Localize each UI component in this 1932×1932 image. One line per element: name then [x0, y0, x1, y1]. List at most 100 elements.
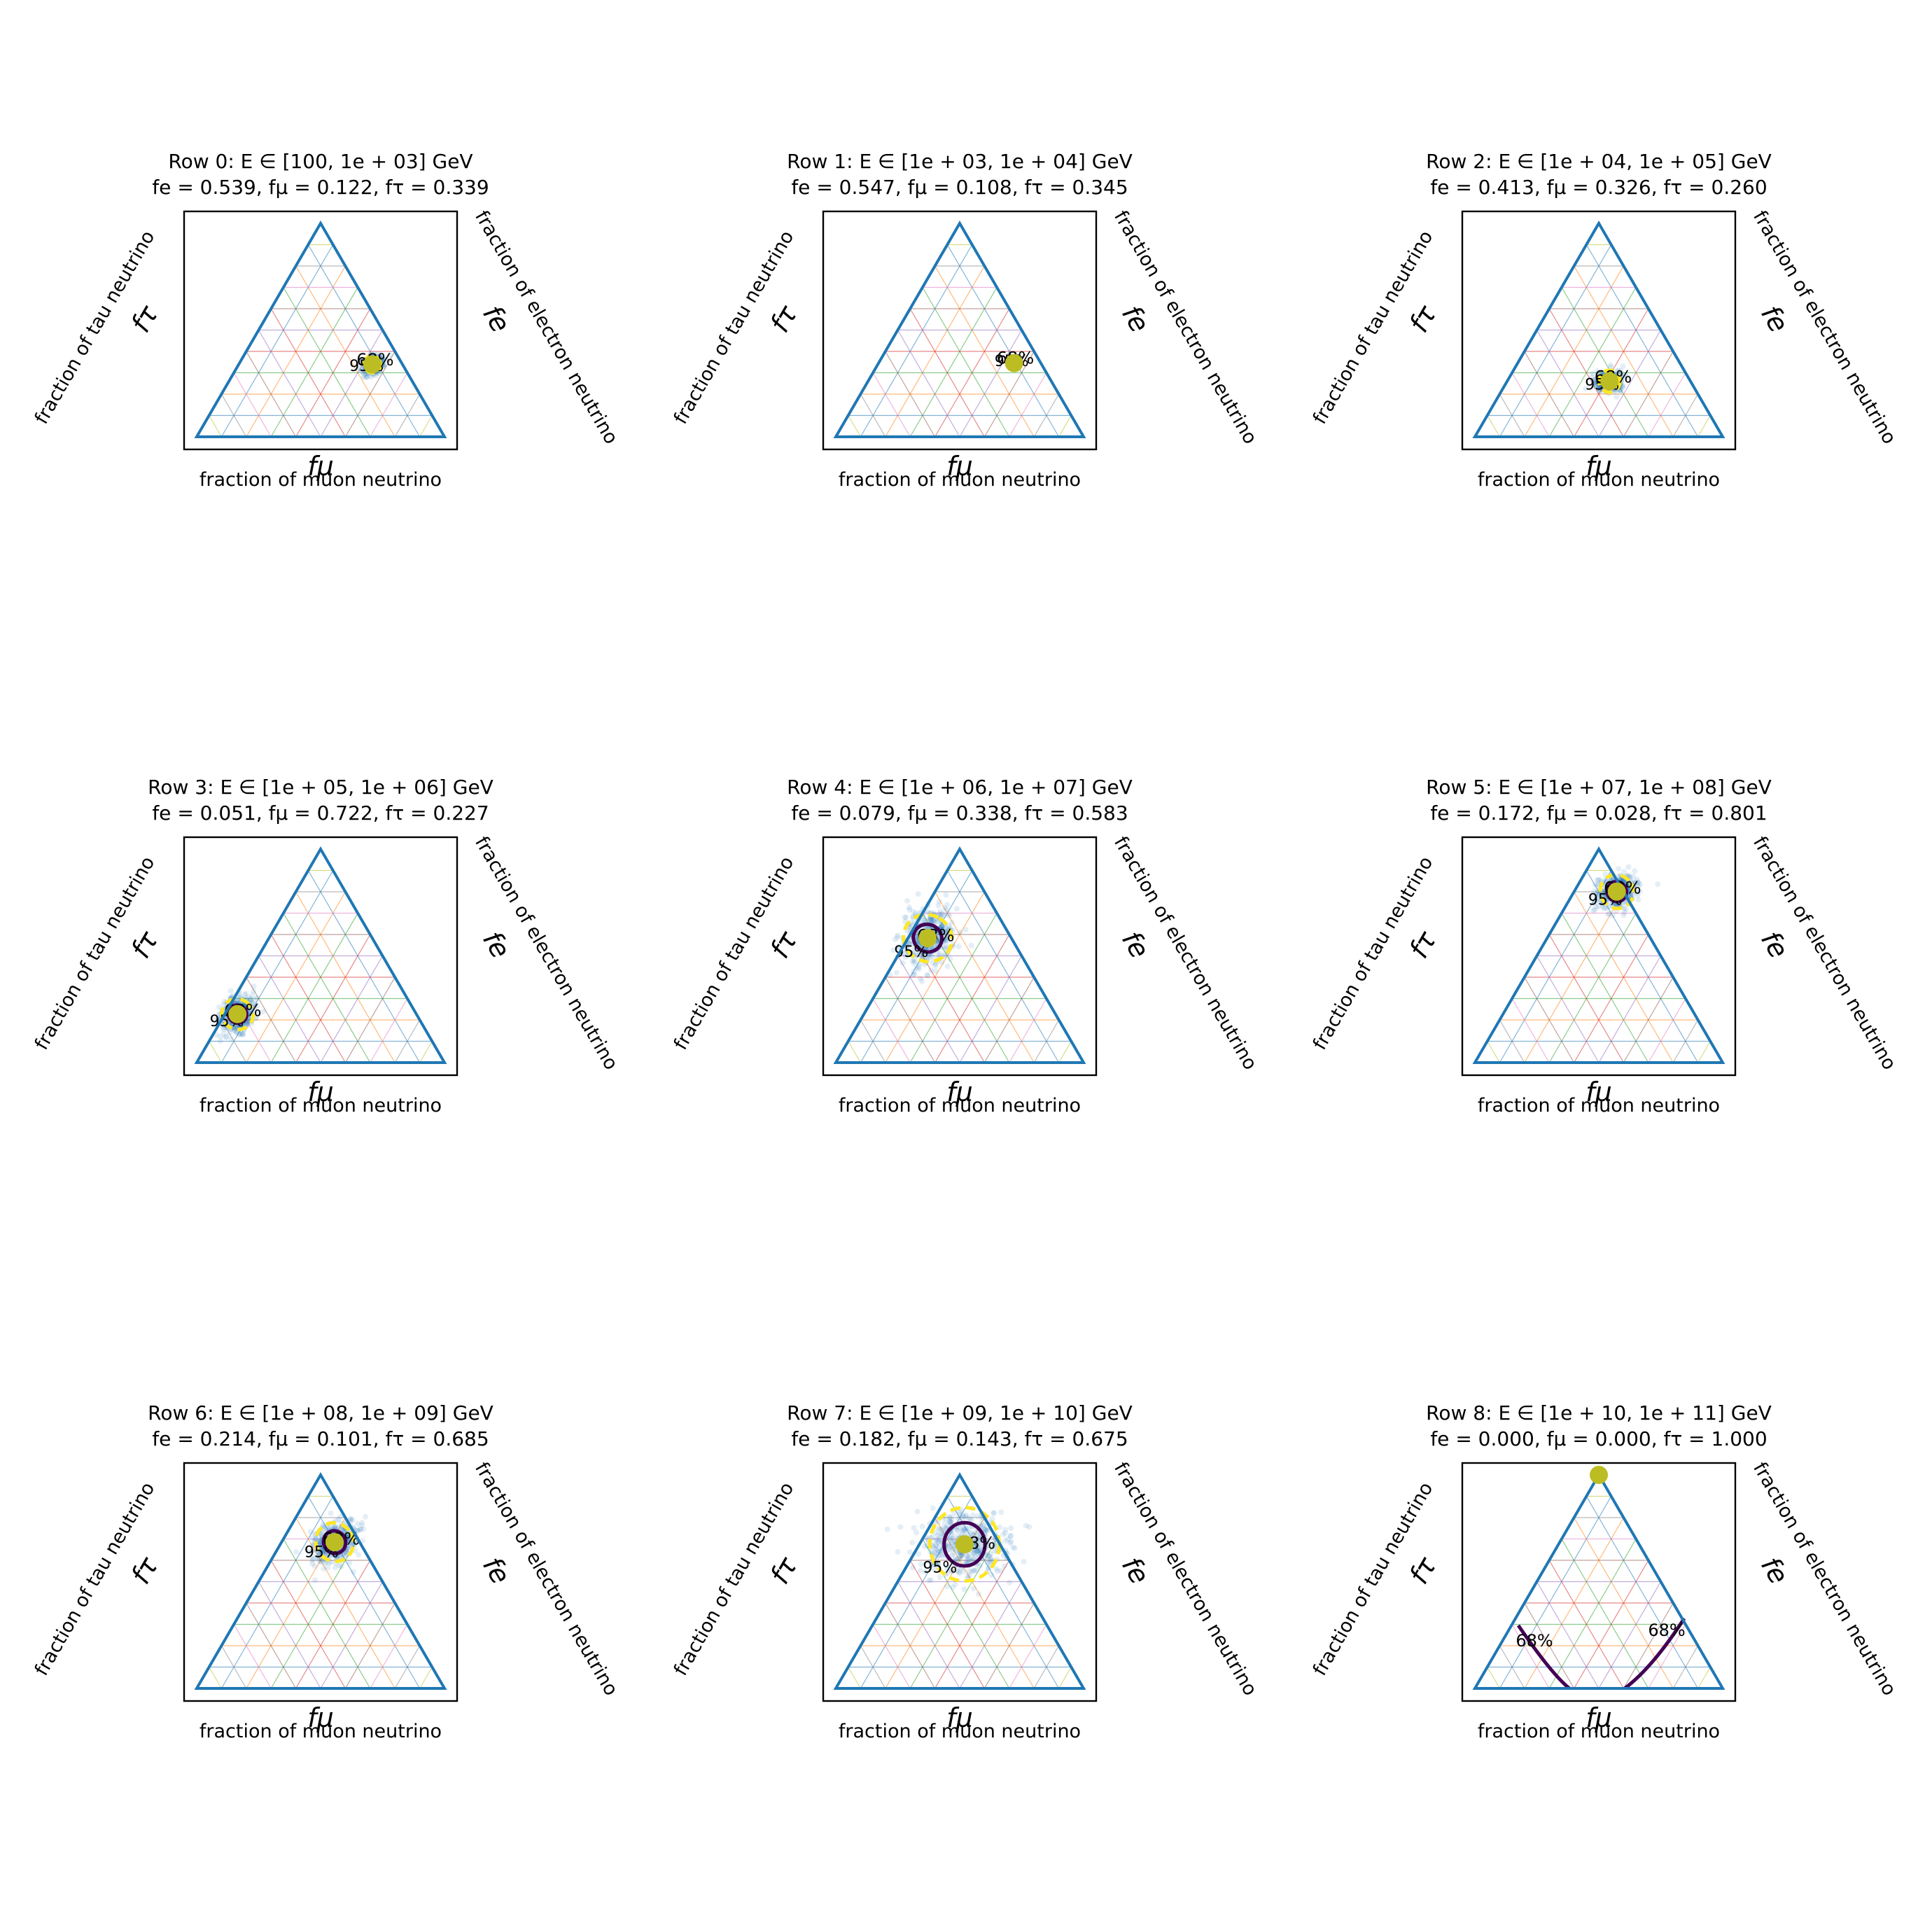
sample-point [929, 918, 935, 924]
sample-point [317, 1539, 323, 1545]
sample-point [1592, 380, 1598, 386]
bottom-axis-label: fraction of muon neutrino [1478, 469, 1720, 491]
sample-point [255, 1011, 262, 1017]
sample-point [1595, 891, 1601, 897]
sample-point [957, 1556, 963, 1562]
sample-point [955, 944, 962, 950]
panel-title: Row 1: E ∈ [1e + 03, 1e + 04] GeV [787, 150, 1133, 173]
grid-line [320, 1581, 384, 1689]
sample-point [1593, 896, 1600, 902]
sample-point [941, 1525, 947, 1532]
sample-point [947, 956, 953, 962]
ternary-panel-7: Row 7: E ∈ [1e + 09, 1e + 10] GeV fe = 0.… [670, 1401, 1261, 1742]
sample-point [938, 1534, 944, 1540]
sample-point [1592, 379, 1599, 385]
sample-point [1620, 363, 1626, 370]
panel-title: Row 3: E ∈ [1e + 05, 1e + 06] GeV [148, 776, 493, 799]
sample-point [1606, 910, 1612, 916]
sample-point [234, 997, 241, 1003]
sample-point [312, 1563, 318, 1569]
sample-point [226, 1030, 232, 1036]
sample-point [351, 1541, 358, 1547]
sample-point [1600, 890, 1606, 896]
grid-line [946, 244, 1060, 438]
sample-point [1597, 385, 1603, 391]
sample-point [930, 953, 936, 960]
bottom-axis-label: fraction of muon neutrino [839, 1721, 1081, 1742]
sample-point [380, 358, 386, 364]
sample-point [954, 1556, 960, 1562]
sample-point [1592, 899, 1598, 905]
grid-line [1623, 976, 1674, 1063]
left-axis-symbol: fτ [125, 925, 165, 963]
sample-point [972, 1567, 978, 1574]
sample-point [919, 1523, 925, 1530]
sample-point [1007, 1540, 1014, 1546]
grid-line [885, 351, 936, 438]
grid-line [1598, 955, 1662, 1063]
sample-point [318, 1558, 324, 1564]
sample-point [956, 1570, 962, 1576]
sample-point [1621, 869, 1628, 875]
best-fit-point [1600, 372, 1619, 391]
sample-point [240, 1031, 246, 1037]
sample-point [1002, 1538, 1009, 1544]
contour-95 [314, 1521, 356, 1564]
sample-point [939, 1551, 945, 1558]
sample-point [931, 917, 937, 923]
sample-point [946, 923, 952, 929]
sample-point [916, 1550, 922, 1557]
sample-point [955, 1527, 961, 1534]
contour-68 [1516, 1624, 1571, 1690]
axes-frame [183, 836, 458, 1077]
best-fit-point [326, 1533, 344, 1552]
sample-point [916, 961, 923, 967]
sample-point [1590, 907, 1597, 913]
sample-point [949, 1532, 955, 1538]
grid-line [848, 1667, 861, 1689]
sample-point [358, 1522, 365, 1529]
sample-point [1599, 892, 1605, 898]
sample-point [931, 1566, 937, 1572]
sample-point [313, 1536, 319, 1542]
sample-point [963, 1512, 969, 1518]
sample-point [1595, 892, 1602, 898]
sample-point [974, 1548, 981, 1554]
sample-point [321, 1566, 327, 1572]
sample-point [332, 1564, 338, 1571]
grid-line [419, 415, 433, 438]
grid-line [1672, 1019, 1699, 1063]
grid-line [270, 287, 358, 438]
right-axis-symbol: fe [1755, 1552, 1794, 1590]
sample-point [977, 1522, 983, 1528]
bottom-axis-label: fraction of muon neutrino [839, 1095, 1081, 1116]
sample-point [1630, 874, 1637, 880]
sample-point [336, 1562, 342, 1569]
sample-point [251, 1004, 258, 1010]
grid-line [220, 1019, 247, 1063]
sample-point [252, 997, 258, 1003]
sample-point [309, 1560, 315, 1567]
sample-point [1590, 377, 1597, 383]
sample-point [1619, 384, 1625, 391]
grid-line [258, 330, 321, 438]
sample-point [944, 937, 951, 944]
sample-point [220, 1024, 226, 1030]
sample-point [955, 1515, 962, 1521]
axes-frame [1461, 836, 1737, 1077]
sample-point [972, 1553, 978, 1559]
sample-point [1616, 866, 1622, 872]
sample-point [979, 1517, 986, 1523]
sample-point [1007, 1579, 1013, 1586]
grid-line [848, 415, 861, 438]
sample-point [1591, 383, 1597, 389]
sample-point [332, 1525, 338, 1531]
sample-point [220, 1030, 227, 1037]
sample-point [335, 1524, 342, 1530]
grid-line [1648, 998, 1686, 1063]
sample-point [910, 909, 916, 915]
grid-line [258, 955, 321, 1063]
sample-point [1592, 376, 1598, 382]
grid-line [959, 330, 1023, 438]
bottom-axis-symbol: fμ [946, 1702, 973, 1733]
